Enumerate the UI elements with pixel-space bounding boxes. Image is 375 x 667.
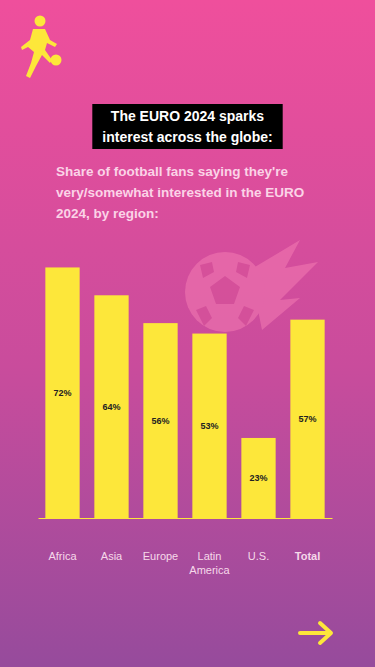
player-head [35, 16, 46, 27]
x-tick-label: LatinAmerica [189, 550, 230, 576]
bar [94, 295, 128, 518]
x-axis: Africa Asia Europe LatinAmerica U.S. Total [39, 518, 333, 576]
player-icon [21, 16, 62, 79]
x-tick: Europe [143, 518, 178, 562]
data-labels: 72% 64% 56% 53% 23% 57% [53, 388, 316, 483]
bars [45, 267, 324, 518]
x-tick-label: Europe [143, 550, 178, 562]
next-arrow [300, 623, 331, 643]
ball-patches [196, 262, 254, 326]
x-tick: LatinAmerica [189, 518, 230, 576]
title-group: The EURO 2024 sparksinterest across the … [92, 104, 282, 149]
bar [143, 323, 177, 518]
data-label: 53% [200, 421, 218, 431]
ball-decoration [185, 240, 318, 332]
canvas: The EURO 2024 sparksinterest across the … [0, 0, 375, 667]
x-tick: Africa [48, 518, 77, 562]
title: The EURO 2024 sparksinterest across the … [102, 108, 272, 145]
x-tick-label: Africa [48, 550, 77, 562]
data-label: 23% [249, 473, 267, 483]
player-body [21, 29, 57, 78]
x-tick-label: Asia [101, 550, 123, 562]
bar [241, 438, 275, 518]
data-label: 64% [102, 402, 120, 412]
data-label: 72% [53, 388, 71, 398]
x-tick: Total [295, 518, 320, 562]
x-tick-label: U.S. [248, 550, 269, 562]
background [0, 0, 375, 667]
x-tick-label: Total [295, 550, 320, 562]
title-box [92, 104, 282, 149]
player-ball [51, 55, 62, 66]
bar [45, 267, 79, 518]
x-tick: U.S. [248, 518, 269, 562]
data-label: 57% [298, 414, 316, 424]
bar [290, 320, 324, 518]
ball-circle [185, 252, 265, 332]
x-tick: Asia [101, 518, 123, 562]
x-axis-line [39, 518, 333, 519]
data-label: 56% [151, 416, 169, 426]
bar [192, 334, 226, 518]
subtitle: Share of football fans saying they'rever… [56, 164, 304, 221]
